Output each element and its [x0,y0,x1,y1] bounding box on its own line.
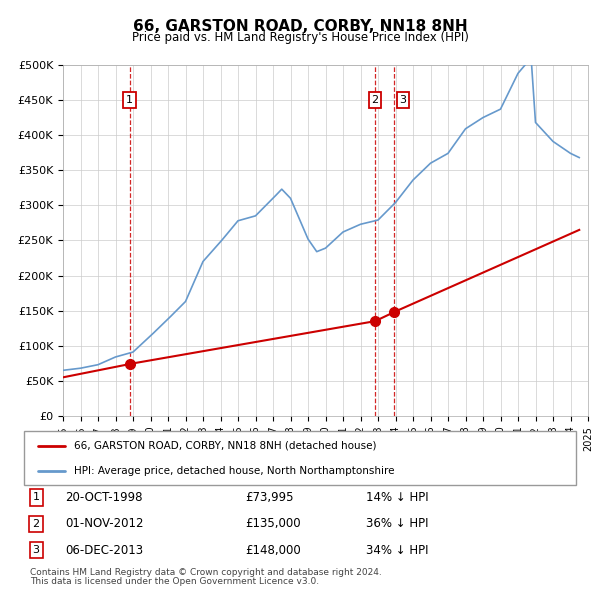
Text: £148,000: £148,000 [245,543,301,556]
Text: 66, GARSTON ROAD, CORBY, NN18 8NH (detached house): 66, GARSTON ROAD, CORBY, NN18 8NH (detac… [74,441,376,451]
Text: 2: 2 [32,519,40,529]
Text: 14% ↓ HPI: 14% ↓ HPI [366,491,429,504]
Text: 3: 3 [400,95,406,105]
Text: £73,995: £73,995 [245,491,293,504]
Text: 20-OCT-1998: 20-OCT-1998 [65,491,143,504]
Text: 34% ↓ HPI: 34% ↓ HPI [366,543,429,556]
Text: HPI: Average price, detached house, North Northamptonshire: HPI: Average price, detached house, Nort… [74,467,394,476]
Text: 1: 1 [126,95,133,105]
Text: Price paid vs. HM Land Registry's House Price Index (HPI): Price paid vs. HM Land Registry's House … [131,31,469,44]
Text: Contains HM Land Registry data © Crown copyright and database right 2024.: Contains HM Land Registry data © Crown c… [30,568,382,577]
Text: £135,000: £135,000 [245,517,301,530]
Text: 3: 3 [32,545,40,555]
Text: 01-NOV-2012: 01-NOV-2012 [65,517,144,530]
Text: 66, GARSTON ROAD, CORBY, NN18 8NH: 66, GARSTON ROAD, CORBY, NN18 8NH [133,19,467,34]
FancyBboxPatch shape [24,431,576,485]
Text: 2: 2 [371,95,379,105]
Text: This data is licensed under the Open Government Licence v3.0.: This data is licensed under the Open Gov… [30,577,319,586]
Text: 1: 1 [32,493,40,503]
Text: 36% ↓ HPI: 36% ↓ HPI [366,517,429,530]
Text: 06-DEC-2013: 06-DEC-2013 [65,543,143,556]
